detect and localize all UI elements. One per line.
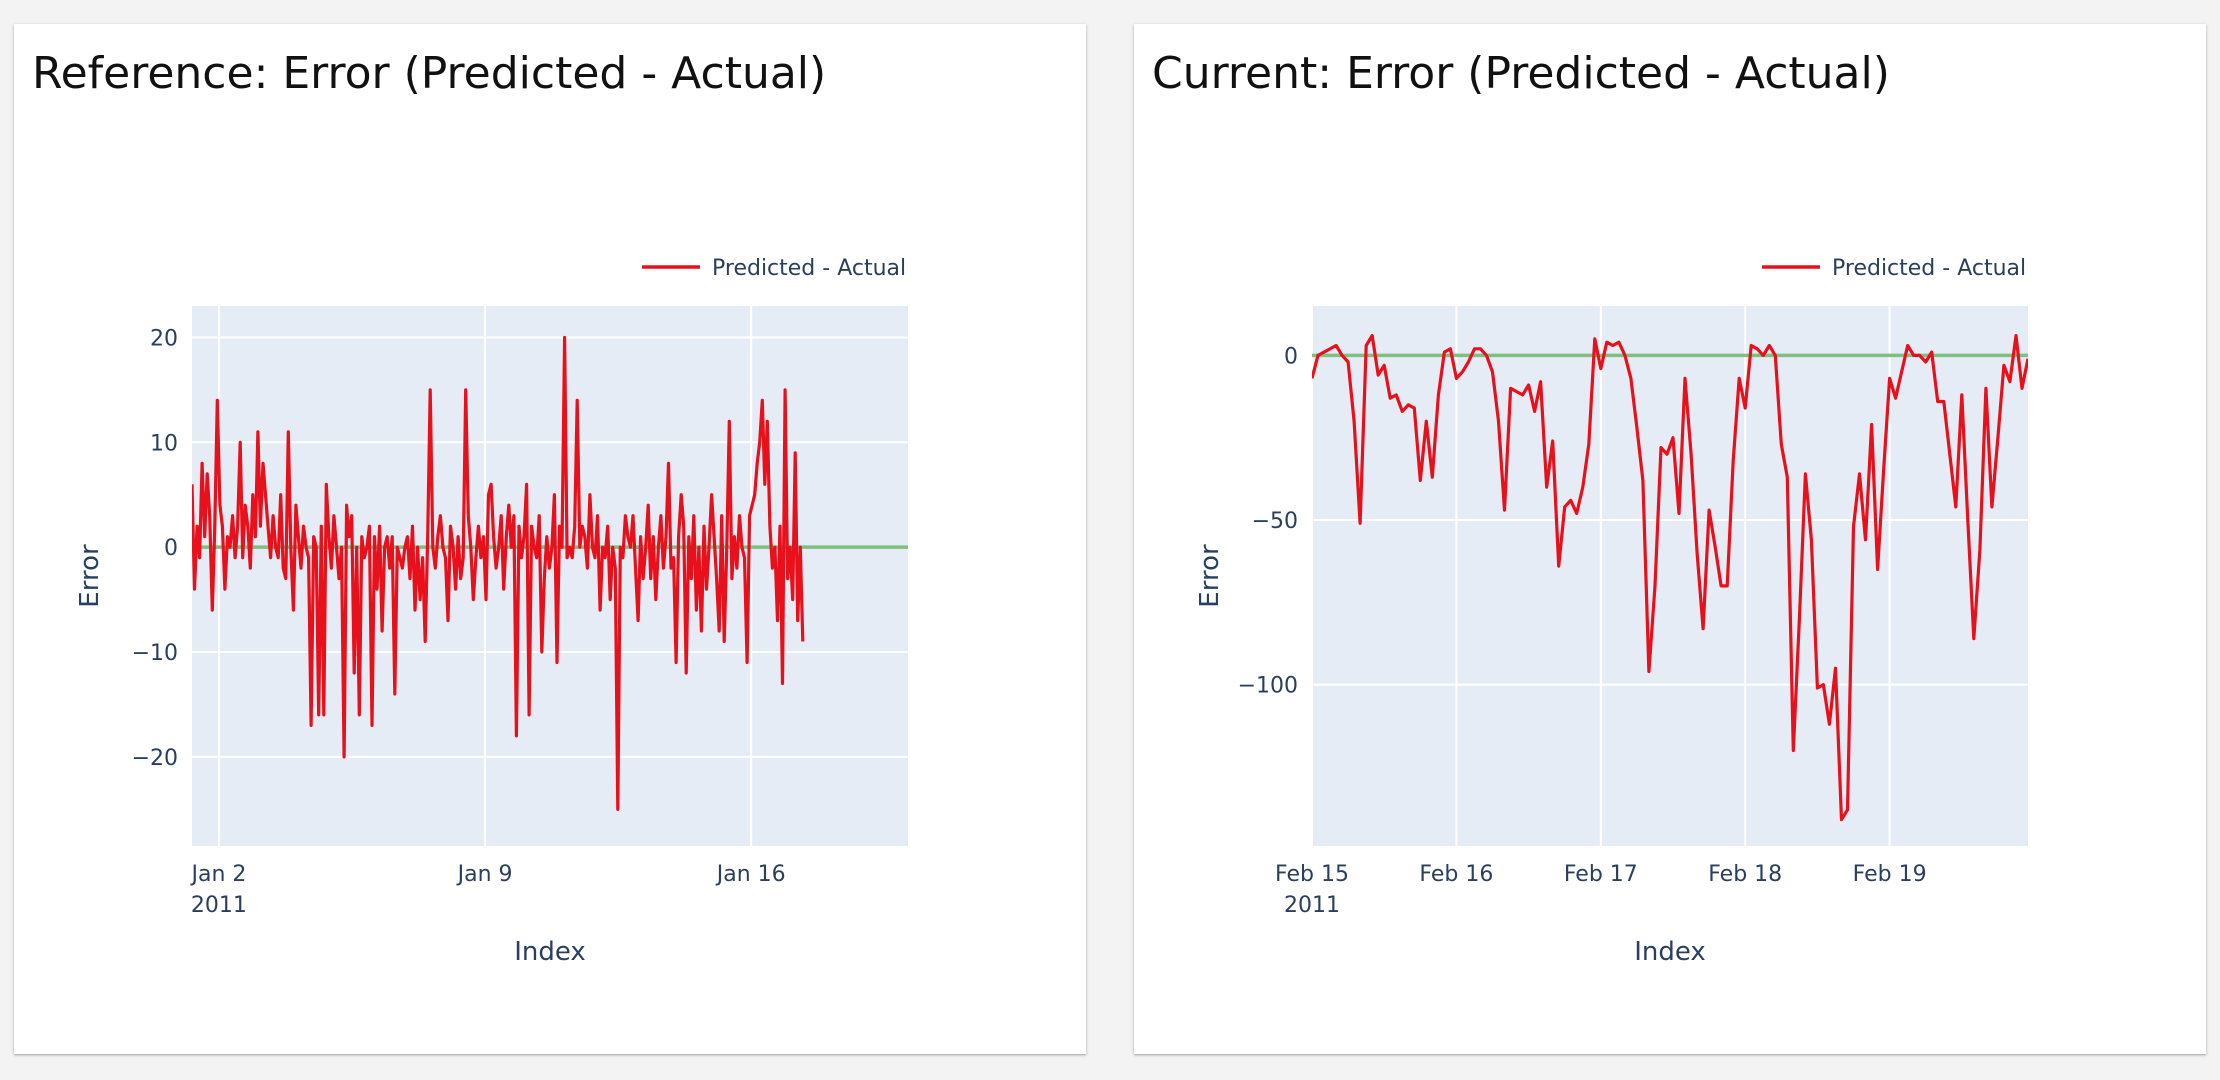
plot-area <box>1312 306 2028 846</box>
x-tick-label: Feb 19 <box>1853 862 1927 887</box>
x-tick-sublabel: 2011 <box>1284 893 1340 918</box>
y-axis-title: Error <box>1195 544 1225 608</box>
x-tick-label: Feb 15 <box>1275 862 1349 887</box>
x-tick-label: Feb 18 <box>1708 862 1782 887</box>
y-tick-label: 0 <box>1284 344 1298 369</box>
reference-error-panel: Reference: Error (Predicted - Actual) 20… <box>14 24 1086 1054</box>
x-axis-title: Index <box>1634 937 1706 967</box>
legend-label: Predicted - Actual <box>1832 256 2026 281</box>
y-tick-label: −100 <box>1238 674 1298 699</box>
reference-error-chart: 20 10 0 −10 −20 Jan 2 2011 Jan 9 Jan 16 Predicted… <box>75 256 908 967</box>
x-axis-title: Index <box>514 937 586 967</box>
error-series-line <box>1312 334 2028 822</box>
y-axis-title: Error <box>75 544 105 608</box>
x-tick-label: Jan 16 <box>715 862 786 887</box>
legend-label: Predicted - Actual <box>712 256 906 281</box>
y-tick-label: 10 <box>150 431 178 456</box>
y-tick-label: −20 <box>132 746 178 771</box>
panel-title: Current: Error (Predicted - Actual) <box>1152 48 1890 99</box>
y-tick-label: 0 <box>164 536 178 561</box>
x-tick-label: Jan 2 <box>189 862 246 887</box>
panel-title: Reference: Error (Predicted - Actual) <box>32 48 827 99</box>
y-tick-label: −10 <box>132 641 178 666</box>
x-tick-label: Feb 17 <box>1564 862 1638 887</box>
current-error-panel: Current: Error (Predicted - Actual) 0 −50… <box>1134 24 2206 1054</box>
x-tick-label: Jan 9 <box>456 862 513 887</box>
x-tick-sublabel: 2011 <box>191 893 247 918</box>
y-tick-label: 20 <box>150 326 178 351</box>
y-tick-label: −50 <box>1252 509 1298 534</box>
error-series-line <box>192 335 805 811</box>
x-tick-label: Feb 16 <box>1419 862 1493 887</box>
current-error-chart: 0 −50 −100 Feb 15 2011 Feb 16 Feb 17 Feb 18 Feb … <box>1195 256 2028 967</box>
